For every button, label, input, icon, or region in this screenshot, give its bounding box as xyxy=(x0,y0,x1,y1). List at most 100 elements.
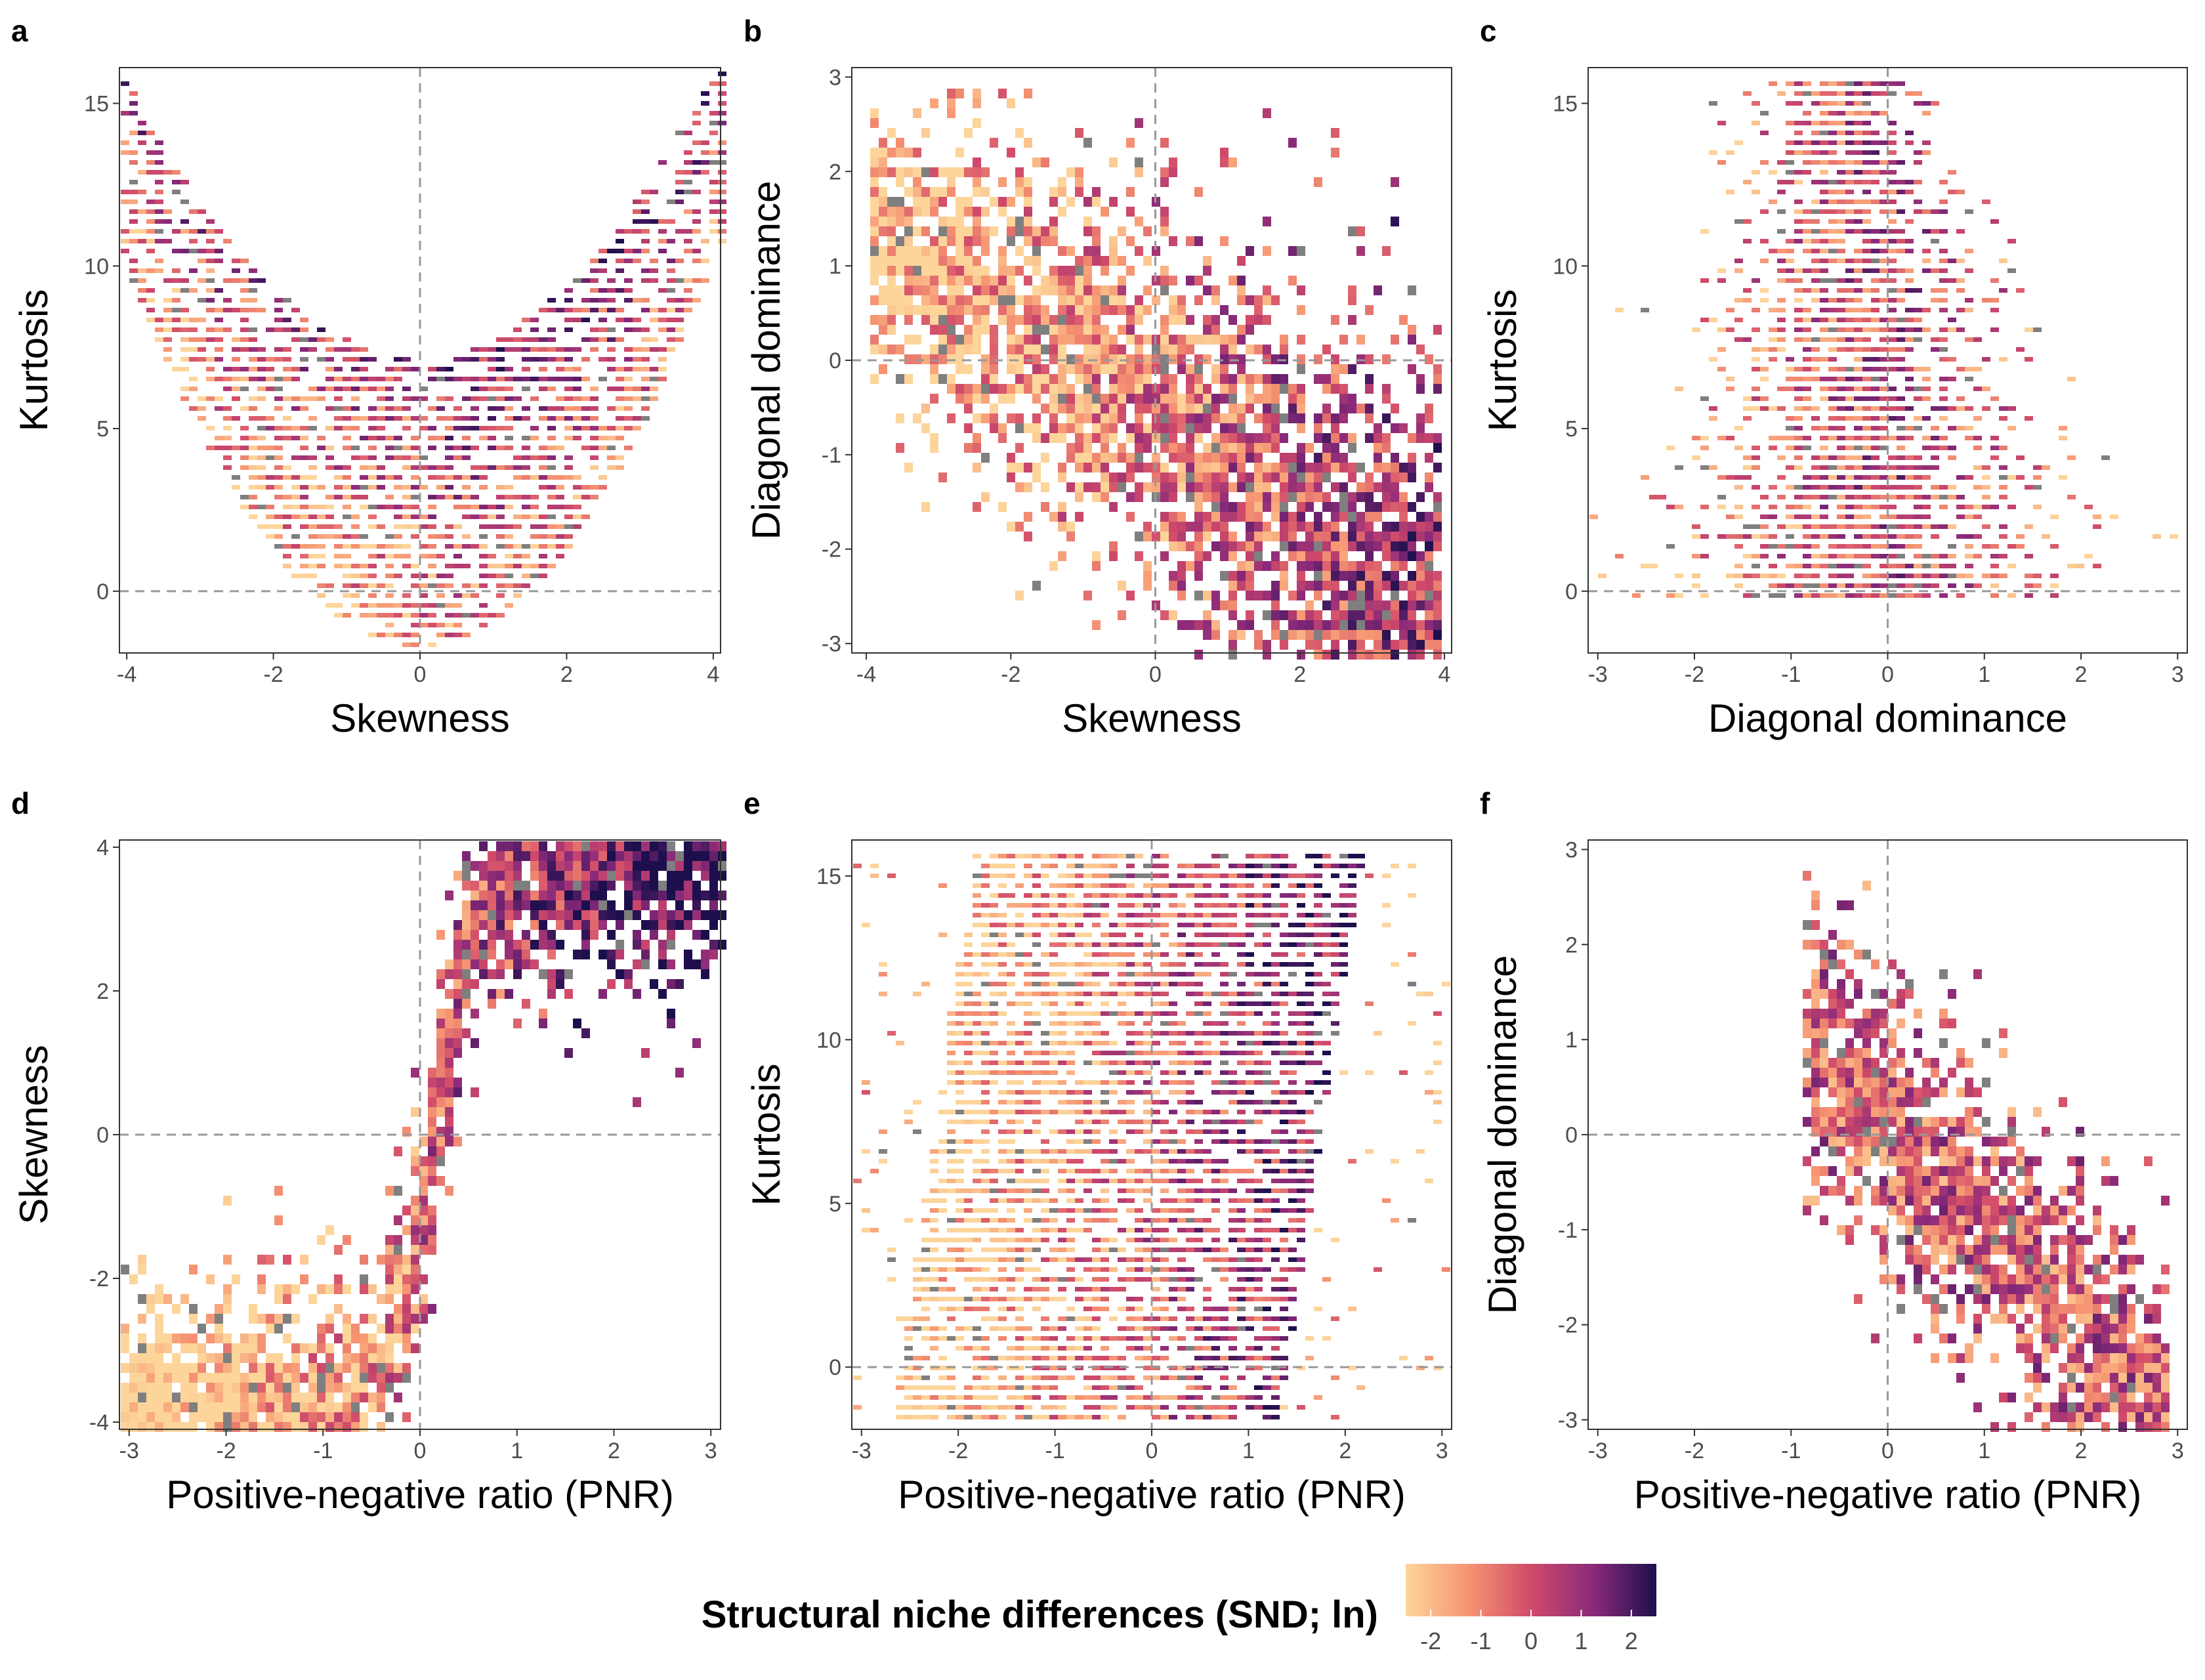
heatmap-tile xyxy=(1888,465,1897,470)
heatmap-tile xyxy=(249,337,257,342)
heatmap-tile xyxy=(419,1186,428,1196)
heatmap-tile xyxy=(981,295,990,305)
heatmap-tile xyxy=(1433,640,1442,650)
heatmap-tile xyxy=(650,278,658,283)
heatmap-tile xyxy=(1391,650,1399,660)
heatmap-tile xyxy=(1845,544,1854,549)
heatmap-tile xyxy=(658,327,667,332)
heatmap-tile xyxy=(530,337,539,342)
heatmap-tile xyxy=(633,861,641,871)
heatmap-tile xyxy=(155,239,163,243)
heatmap-tile xyxy=(1135,463,1143,472)
heatmap-tile xyxy=(1416,581,1425,591)
heatmap-tile xyxy=(368,1314,377,1324)
heatmap-tile xyxy=(232,475,240,480)
heatmap-tile xyxy=(121,1334,129,1343)
heatmap-tile xyxy=(530,514,539,519)
heatmap-tile xyxy=(539,861,547,871)
heatmap-tile xyxy=(428,623,436,627)
heatmap-tile xyxy=(1897,357,1905,362)
heatmap-tile xyxy=(556,475,564,480)
heatmap-tile xyxy=(1760,574,1769,578)
heatmap-tile xyxy=(1399,315,1408,325)
heatmap-tile xyxy=(530,940,539,950)
heatmap-tile xyxy=(1280,502,1288,512)
heatmap-tile xyxy=(921,197,930,207)
heatmap-tile xyxy=(1743,524,1752,529)
heatmap-tile xyxy=(1837,308,1845,312)
heatmap-tile xyxy=(1828,298,1837,303)
heatmap-tile xyxy=(1092,374,1101,384)
heatmap-tile xyxy=(692,259,701,263)
heatmap-tile xyxy=(479,544,488,549)
heatmap-tile xyxy=(189,288,198,293)
heatmap-tile xyxy=(1828,337,1837,342)
heatmap-tile xyxy=(368,524,377,529)
heatmap-tile xyxy=(1871,150,1880,155)
heatmap-tile xyxy=(1066,404,1075,413)
heatmap-tile xyxy=(198,406,206,411)
heatmap-tile xyxy=(650,347,658,352)
heatmap-tile xyxy=(1828,140,1837,145)
heatmap-tile xyxy=(1169,335,1177,345)
heatmap-tile xyxy=(1194,335,1203,345)
heatmap-tile xyxy=(607,871,616,881)
heatmap-tile xyxy=(394,554,402,558)
heatmap-tile xyxy=(274,465,283,470)
heatmap-tile xyxy=(223,367,232,371)
heatmap-tile xyxy=(684,278,692,283)
heatmap-tile xyxy=(1828,416,1837,421)
heatmap-tile xyxy=(436,1068,445,1078)
heatmap-tile xyxy=(283,1412,291,1422)
heatmap-tile xyxy=(1862,121,1871,125)
heatmap-tile xyxy=(453,1038,462,1048)
heatmap-tile xyxy=(513,327,522,332)
heatmap-tile xyxy=(1083,482,1092,492)
heatmap-tile xyxy=(539,574,547,578)
heatmap-tile xyxy=(1922,465,1931,470)
heatmap-tile xyxy=(326,1353,334,1363)
heatmap-tile xyxy=(445,1078,453,1087)
heatmap-tile xyxy=(471,930,479,940)
heatmap-tile xyxy=(1888,387,1897,391)
heatmap-tile xyxy=(1348,443,1356,453)
heatmap-tile xyxy=(1743,219,1752,224)
heatmap-tile xyxy=(1135,118,1143,128)
heatmap-tile xyxy=(973,207,981,217)
heatmap-tile xyxy=(180,367,189,371)
heatmap-tile xyxy=(879,217,887,226)
heatmap-tile xyxy=(1752,347,1760,352)
heatmap-tile xyxy=(607,446,616,450)
heatmap-tile xyxy=(368,613,377,618)
heatmap-tile xyxy=(163,318,172,322)
heatmap-tile xyxy=(1382,413,1391,423)
heatmap-tile xyxy=(488,940,496,950)
heatmap-tile xyxy=(1416,492,1425,502)
heatmap-tile xyxy=(947,295,956,305)
heatmap-tile xyxy=(1066,295,1075,305)
heatmap-tile xyxy=(1314,630,1322,640)
heatmap-tile xyxy=(1888,288,1897,293)
heatmap-tile xyxy=(904,226,913,236)
heatmap-tile xyxy=(1948,574,1956,578)
heatmap-tile xyxy=(896,295,904,305)
heatmap-tile xyxy=(1263,413,1271,423)
heatmap-tile xyxy=(1211,374,1220,384)
heatmap-tile xyxy=(1897,534,1905,539)
heatmap-tile xyxy=(257,465,266,470)
heatmap-tile xyxy=(1271,374,1280,384)
heatmap-tile xyxy=(1734,485,1743,490)
y-tick-label: 0 xyxy=(96,1123,109,1148)
heatmap-tile xyxy=(394,357,402,362)
heatmap-tile xyxy=(274,1294,283,1304)
heatmap-tile xyxy=(1083,276,1092,285)
heatmap-tile xyxy=(1862,308,1871,312)
heatmap-tile xyxy=(1922,111,1931,116)
heatmap-tile xyxy=(1598,574,1606,578)
heatmap-tile xyxy=(539,465,547,470)
heatmap-tile xyxy=(998,177,1007,187)
heatmap-tile xyxy=(1837,318,1845,322)
heatmap-tile xyxy=(163,357,172,362)
heatmap-tile xyxy=(1880,505,1888,509)
